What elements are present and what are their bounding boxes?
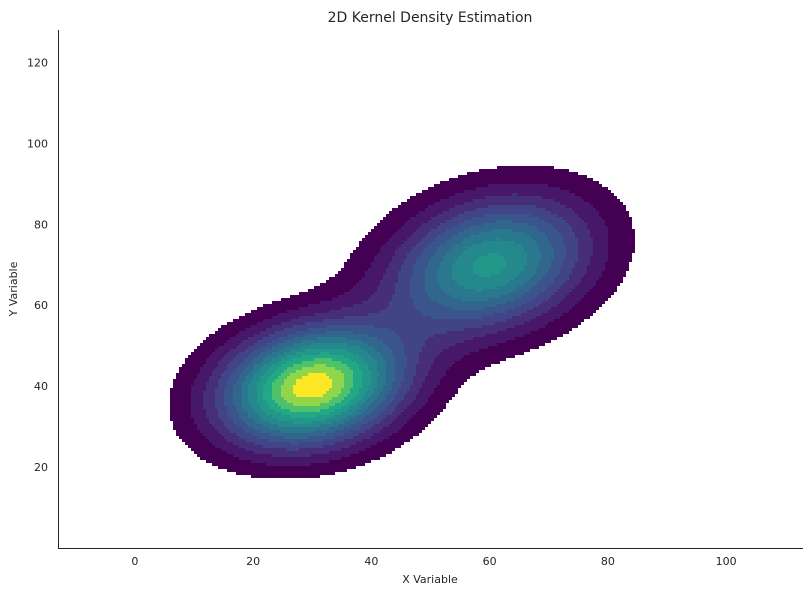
chart-title: 2D Kernel Density Estimation (328, 10, 533, 26)
x-axis-label: X Variable (402, 573, 458, 586)
x-tick-label: 40 (364, 555, 378, 568)
y-axis-label: Y Variable (7, 261, 20, 317)
y-tick-label: 40 (34, 380, 48, 393)
density-level-band (215, 205, 578, 451)
density-level-band (272, 358, 353, 412)
y-tick-label: 120 (27, 56, 48, 69)
x-tick-label: 0 (131, 555, 138, 568)
density-contours (170, 166, 635, 478)
y-tick-label: 80 (34, 218, 48, 231)
density-level-band (224, 214, 566, 445)
x-tick-label: 80 (601, 555, 615, 568)
density-level-band (281, 364, 344, 406)
y-tick-label: 60 (34, 299, 48, 312)
density-level-band (257, 253, 506, 424)
y-tick-label: 20 (34, 461, 48, 474)
x-tick-label: 60 (483, 555, 497, 568)
x-tick-label: 20 (246, 555, 260, 568)
x-tick-label: 100 (716, 555, 737, 568)
y-tick-labels: 20 40 60 80 100 120 (27, 56, 48, 474)
density-level-band (293, 373, 332, 397)
x-tick-labels: 0 20 40 60 80 100 (131, 555, 736, 568)
y-tick-label: 100 (27, 137, 48, 150)
